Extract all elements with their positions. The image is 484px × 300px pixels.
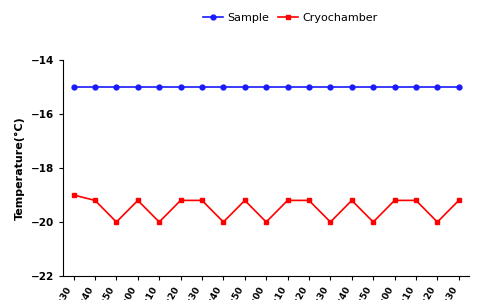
Legend: Sample, Cryochamber: Sample, Cryochamber xyxy=(198,9,382,27)
Cryochamber xyxy=(285,199,290,202)
Cryochamber xyxy=(263,220,269,224)
Cryochamber xyxy=(456,199,462,202)
Sample xyxy=(392,85,397,89)
Cryochamber xyxy=(392,199,397,202)
Sample xyxy=(306,85,312,89)
Line: Cryochamber: Cryochamber xyxy=(71,193,461,224)
Sample xyxy=(71,85,76,89)
Cryochamber xyxy=(435,220,440,224)
Sample xyxy=(285,85,290,89)
Line: Sample: Sample xyxy=(71,85,461,89)
Sample xyxy=(456,85,462,89)
Sample xyxy=(135,85,141,89)
Y-axis label: Temperature(°C): Temperature(°C) xyxy=(15,116,25,220)
Sample xyxy=(221,85,227,89)
Sample xyxy=(435,85,440,89)
Cryochamber xyxy=(242,199,248,202)
Sample xyxy=(328,85,333,89)
Sample xyxy=(413,85,419,89)
Sample xyxy=(370,85,376,89)
Sample xyxy=(92,85,98,89)
Sample xyxy=(242,85,248,89)
Cryochamber xyxy=(199,199,205,202)
Cryochamber xyxy=(114,220,120,224)
Sample xyxy=(114,85,120,89)
Cryochamber xyxy=(328,220,333,224)
Sample xyxy=(349,85,355,89)
Sample xyxy=(156,85,162,89)
Cryochamber xyxy=(156,220,162,224)
Cryochamber xyxy=(71,193,76,197)
Sample xyxy=(178,85,183,89)
Sample xyxy=(263,85,269,89)
Cryochamber xyxy=(92,199,98,202)
Cryochamber xyxy=(349,199,355,202)
Cryochamber xyxy=(306,199,312,202)
Cryochamber xyxy=(221,220,227,224)
Sample xyxy=(199,85,205,89)
Cryochamber xyxy=(370,220,376,224)
Cryochamber xyxy=(178,199,183,202)
Cryochamber xyxy=(413,199,419,202)
Cryochamber xyxy=(135,199,141,202)
